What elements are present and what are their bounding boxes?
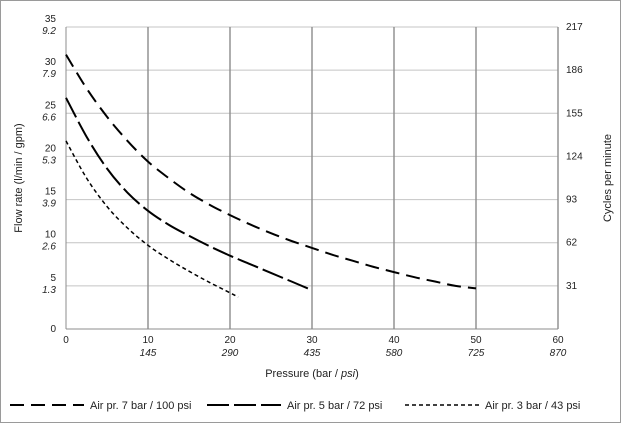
y-tick-label-lpm: 0 — [50, 324, 56, 335]
legend-label-1: Air pr. 7 bar / 100 psi — [90, 400, 192, 412]
y-tick-label-gpm: 6.6 — [42, 112, 56, 123]
y-right-tick-label: 124 — [566, 151, 583, 162]
y-tick-label-gpm: 1.3 — [42, 285, 56, 296]
y-tick-label-gpm: 2.6 — [41, 242, 56, 253]
y-tick-label-lpm: 5 — [50, 273, 56, 284]
y-tick-label-lpm: 20 — [45, 143, 57, 154]
y-right-tick-label: 62 — [566, 238, 578, 249]
y-tick-label-lpm: 25 — [45, 100, 57, 111]
x-tick-label-bar: 60 — [552, 335, 564, 346]
x-tick-label-psi: 580 — [386, 348, 403, 359]
y-tick-label-lpm: 30 — [45, 57, 57, 68]
y-right-tick-label: 186 — [566, 65, 583, 76]
x-tick-label-bar: 40 — [388, 335, 400, 346]
y-tick-label-lpm: 10 — [45, 230, 57, 241]
x-tick-label-psi: 870 — [550, 348, 567, 359]
y-axis-title-left: Flow rate (l/min / gpm) — [13, 123, 25, 232]
series-line-3 — [65, 140, 239, 298]
plot-area: 051.3102.6153.9205.3256.6307.9359.231629… — [13, 14, 614, 380]
x-tick-label-psi: 725 — [468, 348, 485, 359]
x-tick-label-bar: 30 — [306, 335, 318, 346]
x-tick-label-psi: 145 — [140, 348, 157, 359]
y-tick-label-gpm: 3.9 — [42, 199, 56, 210]
legend-label-3: Air pr. 3 bar / 43 psi — [485, 400, 580, 412]
x-tick-label-bar: 50 — [470, 335, 482, 346]
y-right-tick-label: 31 — [566, 281, 578, 292]
x-tick-label-bar: 0 — [63, 335, 69, 346]
y-right-tick-label: 155 — [566, 108, 583, 119]
y-tick-label-lpm: 15 — [45, 187, 57, 198]
series-line-2 — [65, 97, 313, 292]
y-tick-label-gpm: 9.2 — [42, 26, 56, 37]
y-axis-title-right: Cycles per minute — [602, 134, 614, 222]
x-axis-title: Pressure (bar / psi) — [265, 368, 359, 380]
y-right-tick-label: 93 — [566, 195, 578, 206]
x-tick-label-bar: 10 — [142, 335, 154, 346]
x-tick-label-psi: 435 — [304, 348, 321, 359]
series-line-1 — [65, 54, 477, 290]
y-tick-label-gpm: 5.3 — [42, 155, 56, 166]
x-tick-label-psi: 290 — [221, 348, 239, 359]
y-right-tick-label: 217 — [566, 22, 583, 33]
x-tick-label-bar: 20 — [224, 335, 236, 346]
legend-label-2: Air pr. 5 bar / 72 psi — [287, 400, 382, 412]
y-tick-label-lpm: 35 — [45, 14, 57, 25]
legend: Air pr. 7 bar / 100 psi Air pr. 5 bar / 7… — [10, 400, 580, 412]
y-tick-label-gpm: 7.9 — [42, 69, 56, 80]
